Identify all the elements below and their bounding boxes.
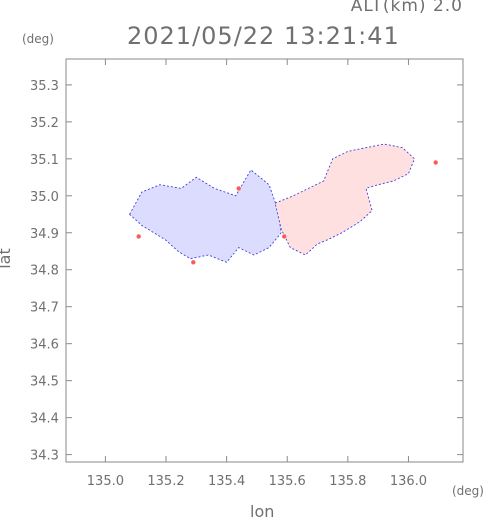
y-tick-label-10: 35.2	[30, 116, 59, 131]
chart-title: 2021/05/22 13:21:41	[127, 22, 400, 50]
data-point-1	[136, 234, 141, 239]
x-axis-label: lon	[250, 502, 275, 521]
altitude-label: ALT(km) 2.0	[350, 0, 463, 16]
y-tick-label-6: 34.8	[30, 264, 59, 279]
axis-ticks	[66, 59, 463, 462]
x-axis-unit: (deg)	[452, 484, 484, 498]
y-tick-label-7: 34.9	[30, 227, 59, 242]
x-tick-label-5: 135.8	[329, 474, 366, 489]
y-tick-label-5: 34.7	[30, 301, 59, 316]
positive-region-2	[274, 143, 416, 256]
x-tick-label-1: 135.0	[87, 474, 124, 489]
x-tick-label-4: 135.6	[269, 474, 306, 489]
x-tick-label-6: 136.0	[390, 474, 427, 489]
x-tick-label-3: 135.4	[208, 474, 245, 489]
negative-region-1	[129, 169, 282, 263]
data-point-5	[433, 160, 438, 165]
y-tick-label-8: 35.0	[30, 190, 59, 205]
x-tick-label-2: 135.2	[147, 474, 184, 489]
y-axis-unit: (deg)	[22, 32, 54, 46]
y-tick-label-11: 35.3	[30, 79, 59, 94]
data-point-2	[191, 260, 196, 265]
data-point-4	[282, 234, 287, 239]
y-tick-label-9: 35.1	[30, 153, 59, 168]
y-tick-label-1: 34.3	[30, 449, 59, 464]
plot-content	[129, 143, 438, 265]
axis-labels: 135.0 135.2 135.4 135.6 135.8 136.0 34.3 34.4 34…	[30, 79, 427, 489]
plot-frame	[65, 58, 464, 463]
y-tick-label-2: 34.4	[30, 412, 59, 427]
data-point-3	[236, 186, 241, 191]
y-tick-label-4: 34.6	[30, 338, 59, 353]
y-tick-label-3: 34.5	[30, 375, 59, 390]
